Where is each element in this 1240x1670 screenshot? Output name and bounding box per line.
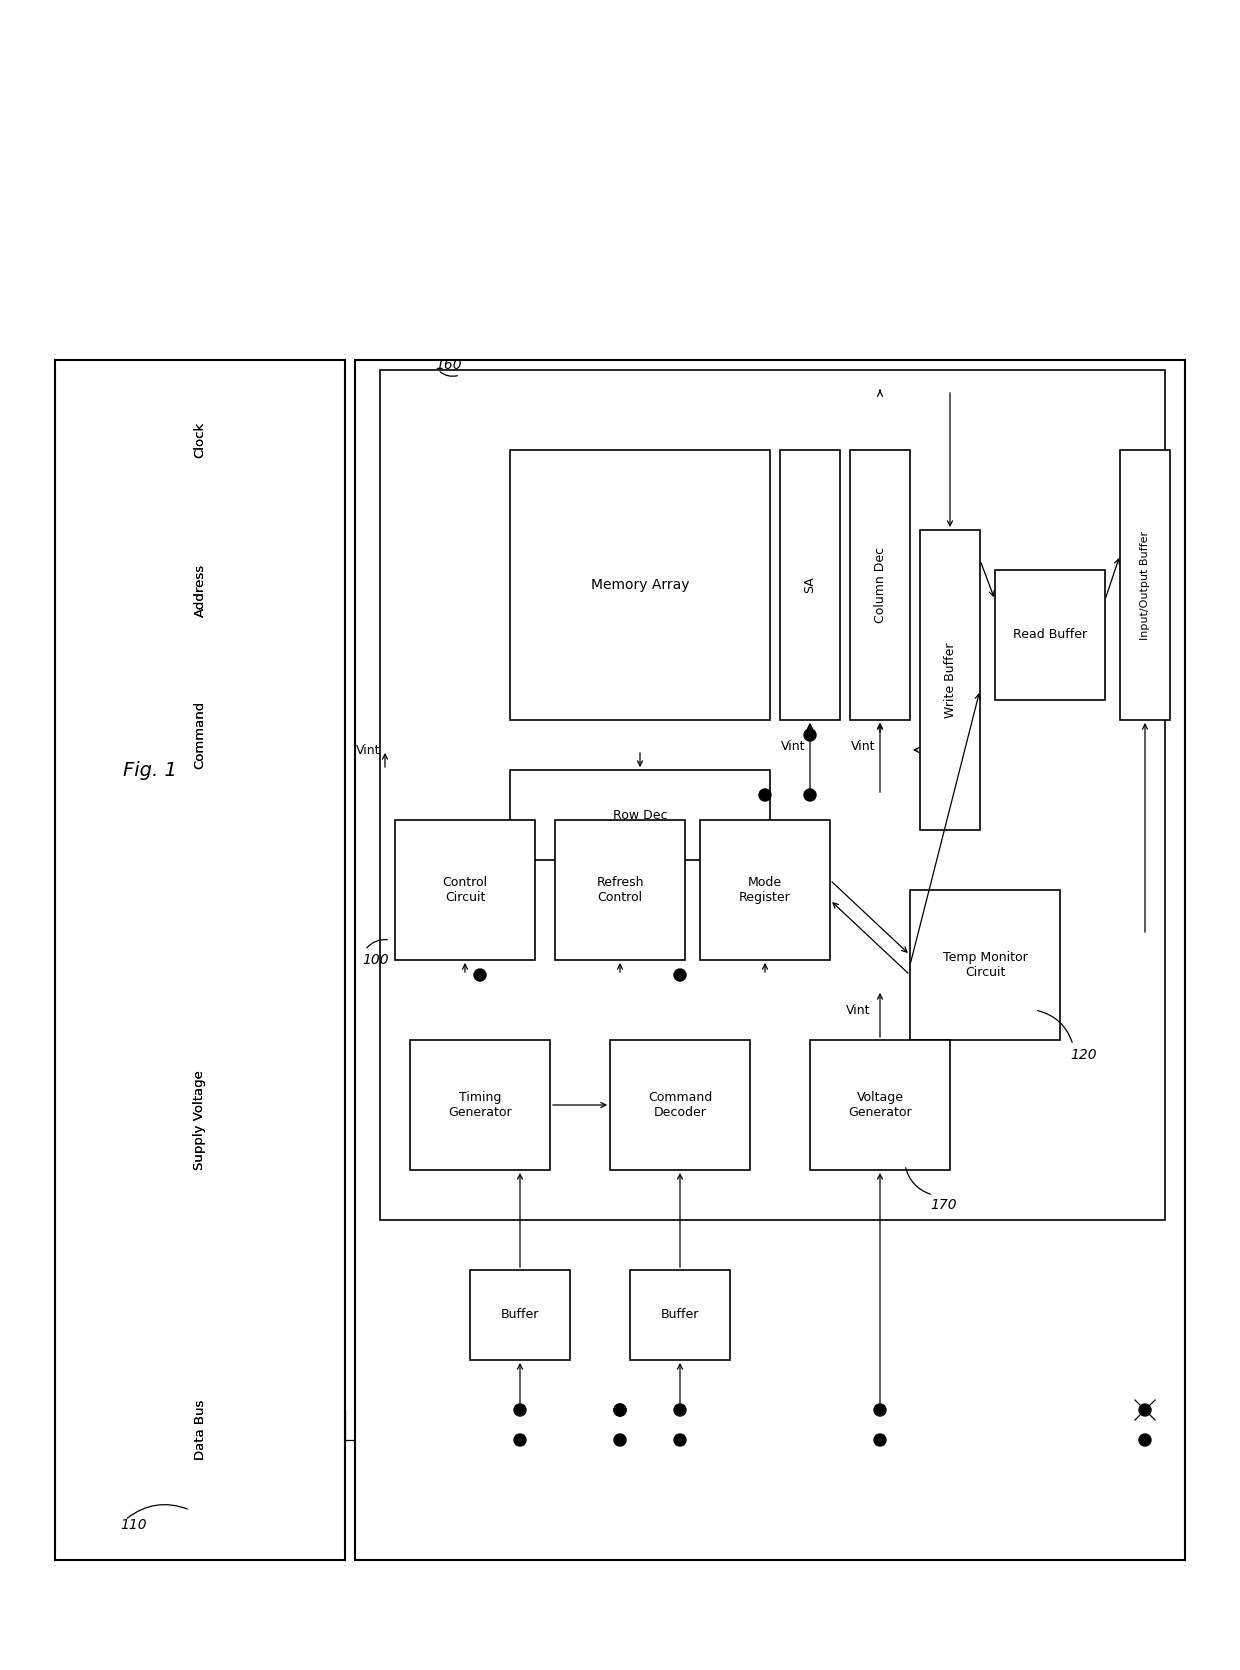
Circle shape (874, 1404, 887, 1416)
FancyBboxPatch shape (510, 770, 770, 860)
Text: Address: Address (193, 563, 207, 616)
Circle shape (675, 1435, 686, 1446)
Text: Memory Array: Memory Array (590, 578, 689, 591)
Text: Command: Command (193, 701, 207, 770)
FancyBboxPatch shape (1120, 449, 1171, 720)
FancyBboxPatch shape (55, 361, 345, 1560)
FancyBboxPatch shape (355, 361, 1185, 1560)
Text: Vint: Vint (851, 740, 875, 753)
FancyBboxPatch shape (780, 449, 839, 720)
Text: Temp Monitor
Circuit: Temp Monitor Circuit (942, 950, 1028, 979)
Circle shape (1140, 1404, 1151, 1416)
Text: Buffer: Buffer (661, 1309, 699, 1321)
Text: Voltage
Generator: Voltage Generator (848, 1091, 911, 1119)
Circle shape (804, 788, 816, 802)
Text: Column Dec: Column Dec (873, 548, 887, 623)
Text: Clock: Clock (193, 423, 207, 458)
Text: Command: Command (193, 701, 207, 770)
Circle shape (874, 1435, 887, 1446)
FancyBboxPatch shape (994, 569, 1105, 700)
Circle shape (1140, 1435, 1151, 1446)
Text: Refresh
Control: Refresh Control (596, 877, 644, 903)
Text: Write Buffer: Write Buffer (944, 643, 956, 718)
Circle shape (515, 1404, 526, 1416)
Circle shape (614, 1404, 626, 1416)
Text: Clock: Clock (193, 423, 207, 458)
FancyBboxPatch shape (556, 820, 684, 960)
FancyBboxPatch shape (849, 449, 910, 720)
Text: 100: 100 (362, 954, 388, 967)
Text: 120: 120 (1070, 1049, 1096, 1062)
FancyBboxPatch shape (810, 1040, 950, 1171)
Circle shape (675, 1404, 686, 1416)
Circle shape (675, 969, 686, 980)
Text: Supply Voltage: Supply Voltage (193, 1070, 207, 1171)
FancyBboxPatch shape (701, 820, 830, 960)
Text: 110: 110 (120, 1518, 146, 1531)
Circle shape (804, 730, 816, 741)
Circle shape (614, 1404, 626, 1416)
FancyBboxPatch shape (396, 820, 534, 960)
FancyBboxPatch shape (410, 1040, 551, 1171)
Text: Data Bus: Data Bus (193, 1399, 207, 1460)
Text: Data Bus: Data Bus (193, 1399, 207, 1460)
Text: Vint: Vint (846, 1004, 870, 1017)
FancyBboxPatch shape (510, 449, 770, 720)
Text: Vint: Vint (356, 743, 379, 757)
Text: Mode
Register: Mode Register (739, 877, 791, 903)
Text: Input/Output Buffer: Input/Output Buffer (1140, 531, 1149, 640)
Circle shape (474, 969, 486, 980)
Text: Read Buffer: Read Buffer (1013, 628, 1087, 641)
Text: Command
Decoder: Command Decoder (647, 1091, 712, 1119)
FancyBboxPatch shape (470, 1269, 570, 1359)
Text: Row Dec: Row Dec (613, 808, 667, 822)
Circle shape (515, 1435, 526, 1446)
Text: SA: SA (804, 576, 816, 593)
Circle shape (759, 788, 771, 802)
Text: Control
Circuit: Control Circuit (443, 877, 487, 903)
Text: Fig. 1: Fig. 1 (123, 760, 177, 780)
Text: 170: 170 (930, 1197, 956, 1212)
FancyBboxPatch shape (920, 529, 980, 830)
FancyBboxPatch shape (910, 890, 1060, 1040)
Text: Address: Address (193, 563, 207, 616)
Circle shape (614, 1435, 626, 1446)
FancyBboxPatch shape (379, 371, 1166, 1221)
Text: Vint: Vint (780, 740, 805, 753)
FancyBboxPatch shape (610, 1040, 750, 1171)
Text: Timing
Generator: Timing Generator (448, 1091, 512, 1119)
Text: 160: 160 (435, 357, 461, 372)
Text: Buffer: Buffer (501, 1309, 539, 1321)
Text: Supply Voltage: Supply Voltage (193, 1070, 207, 1171)
FancyBboxPatch shape (630, 1269, 730, 1359)
